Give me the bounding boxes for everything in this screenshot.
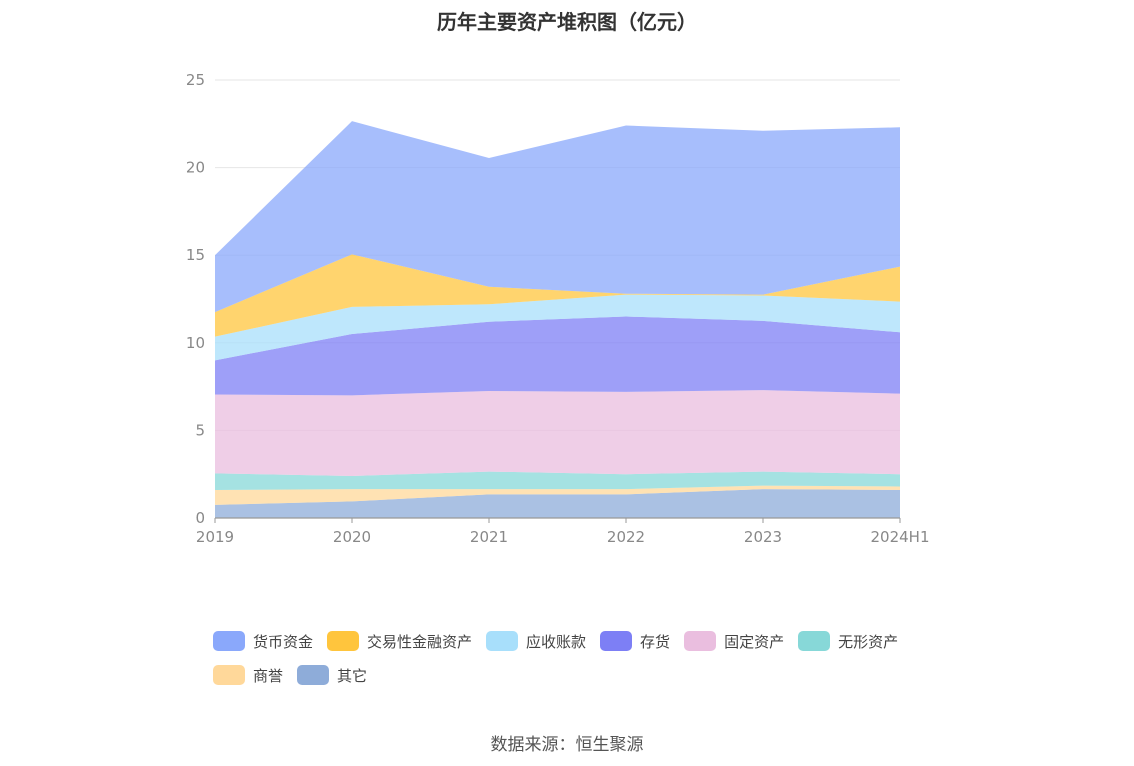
legend-item[interactable]: 交易性金融资产 xyxy=(327,630,472,652)
area-其它 xyxy=(215,489,900,518)
area-商誉 xyxy=(215,485,900,505)
area-无形资产 xyxy=(215,471,900,490)
legend-label: 存货 xyxy=(640,632,671,651)
legend-swatch xyxy=(213,631,245,651)
area-货币资金 xyxy=(215,121,900,313)
axes: 0 5 10 15 20 25 2019 2020 2021 2022 2023 2024H1 xyxy=(186,71,930,546)
x-tick-label: 2023 xyxy=(744,528,782,546)
legend: 货币资金 交易性金融资产 应收账款 存货 固定资产 无形资产商誉 其它 xyxy=(213,630,943,698)
legend-swatch xyxy=(684,631,717,651)
legend-item[interactable]: 无形资产 xyxy=(798,630,898,652)
area-series-layer xyxy=(215,121,900,518)
y-tick-label: 0 xyxy=(195,509,205,527)
area-交易性金融资产 xyxy=(215,254,900,337)
legend-item[interactable]: 货币资金 xyxy=(213,630,313,652)
x-tick-label: 2020 xyxy=(333,528,371,546)
legend-item[interactable]: 商誉 xyxy=(213,664,283,686)
legend-swatch xyxy=(600,631,633,651)
legend-label: 其它 xyxy=(337,666,368,685)
area-应收账款 xyxy=(215,294,900,361)
y-tick-label: 5 xyxy=(195,421,205,439)
area-固定资产 xyxy=(215,390,900,476)
x-tick-label: 2021 xyxy=(470,528,508,546)
legend-label: 商誉 xyxy=(253,666,284,685)
y-tick-label: 10 xyxy=(186,334,205,352)
legend-label: 应收账款 xyxy=(526,632,587,651)
legend-item[interactable]: 存货 xyxy=(600,630,670,652)
legend-swatch xyxy=(213,665,245,685)
source-text: 数据来源：恒生聚源 xyxy=(490,735,644,755)
legend-swatch xyxy=(798,631,831,651)
legend-swatch xyxy=(297,665,330,685)
y-tick-label: 15 xyxy=(186,246,205,264)
x-tick-label: 2024H1 xyxy=(871,528,930,546)
legend-item[interactable]: 固定资产 xyxy=(684,630,784,652)
chart-title: 历年主要资产堆积图（亿元） xyxy=(437,10,697,34)
y-tick-label: 25 xyxy=(186,71,205,89)
legend-label: 无形资产 xyxy=(838,632,899,651)
legend-item[interactable]: 其它 xyxy=(297,664,367,686)
x-tick-label: 2019 xyxy=(196,528,234,546)
legend-label: 货币资金 xyxy=(253,632,314,651)
y-tick-label: 20 xyxy=(186,159,205,177)
x-tick-label: 2022 xyxy=(607,528,645,546)
legend-item[interactable]: 应收账款 xyxy=(486,630,586,652)
area-存货 xyxy=(215,316,900,396)
legend-swatch xyxy=(486,631,519,651)
legend-label: 交易性金融资产 xyxy=(367,632,473,651)
legend-label: 固定资产 xyxy=(724,632,785,651)
legend-swatch xyxy=(327,631,360,651)
